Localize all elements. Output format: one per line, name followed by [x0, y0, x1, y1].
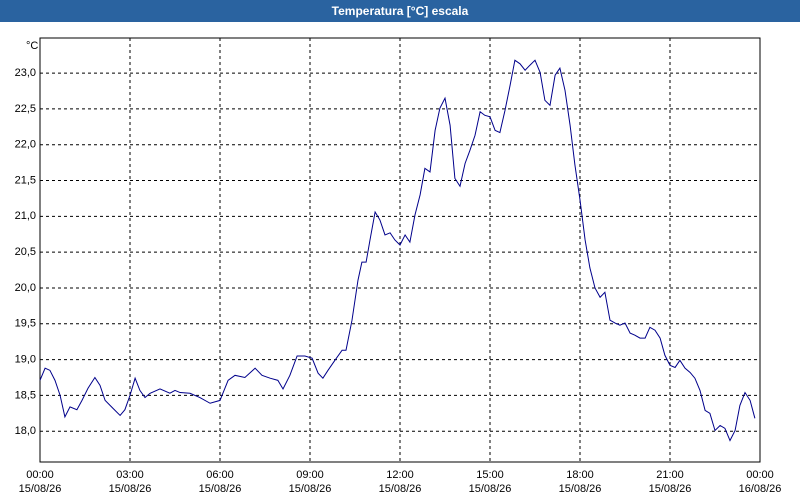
- x-tick-label: 18:00 15/08/26: [558, 469, 602, 495]
- y-tick-label: 20,0: [15, 282, 36, 294]
- x-tick-label: 09:00 15/08/26: [288, 469, 332, 495]
- y-tick-label: 18,5: [15, 389, 36, 401]
- y-tick-label: 19,5: [15, 318, 36, 330]
- y-tick-label: 20,5: [15, 246, 36, 258]
- y-tick-label: 23,0: [15, 67, 36, 79]
- x-tick-label: 00:00 15/08/26: [18, 469, 62, 495]
- x-tick-label: 15:00 15/08/26: [468, 469, 512, 495]
- data-line: [39, 59, 756, 442]
- y-tick-label: 21,5: [15, 174, 36, 186]
- y-tick-label: 22,0: [15, 139, 36, 151]
- y-tick-label: 18,0: [15, 425, 36, 437]
- y-unit: °C: [26, 40, 38, 52]
- x-tick-label: 12:00 15/08/26: [378, 469, 422, 495]
- x-tick-label: 06:00 15/08/26: [198, 469, 242, 495]
- x-tick-label: 00:00 16/08/26: [738, 469, 782, 495]
- y-tick-label: 19,0: [15, 353, 36, 365]
- y-tick-label: 22,5: [15, 103, 36, 115]
- x-tick-label: 03:00 15/08/26: [108, 469, 152, 495]
- title-bar: Temperatura [°C] escala: [0, 0, 800, 22]
- y-tick-label: 21,0: [15, 210, 36, 222]
- x-tick-label: 21:00 15/08/26: [648, 469, 692, 495]
